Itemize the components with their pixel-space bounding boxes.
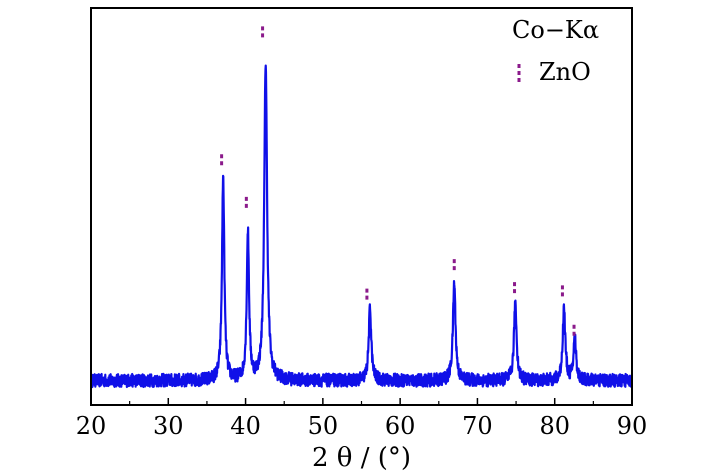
x-axis: 20 30 40 50 60 70 80 90 <box>76 398 648 440</box>
x-tick-label: 80 <box>539 412 570 440</box>
x-tick-label: 40 <box>230 412 261 440</box>
x-tick-label: 30 <box>153 412 184 440</box>
x-axis-title: 2 θ / (°) <box>312 443 411 472</box>
peak-marker-layer <box>220 26 576 339</box>
x-tick-label: 90 <box>617 412 648 440</box>
legend-label: ZnO <box>539 58 591 86</box>
radiation-label: Co−Kα <box>512 16 599 44</box>
x-tick-label: 60 <box>385 412 416 440</box>
x-tick-label: 70 <box>462 412 493 440</box>
xrd-series-line <box>90 64 633 389</box>
series-layer <box>90 64 633 389</box>
x-tick-label: 20 <box>76 412 107 440</box>
x-tick-label: 50 <box>308 412 339 440</box>
legend: Co−Kα ZnO <box>512 16 599 86</box>
legend-entry-zno: ZnO <box>517 58 591 86</box>
